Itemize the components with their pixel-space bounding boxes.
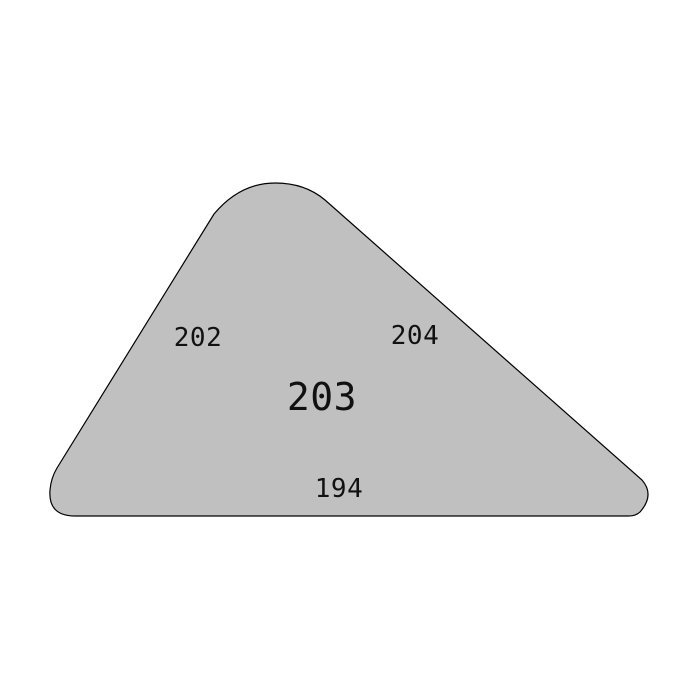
bottom-edge-label: 194 [315, 474, 363, 504]
right-edge-label: 204 [391, 321, 439, 351]
rounded-triangle-shape [49, 182, 649, 517]
center-label: 203 [287, 375, 357, 419]
left-edge-label: 202 [174, 323, 222, 353]
